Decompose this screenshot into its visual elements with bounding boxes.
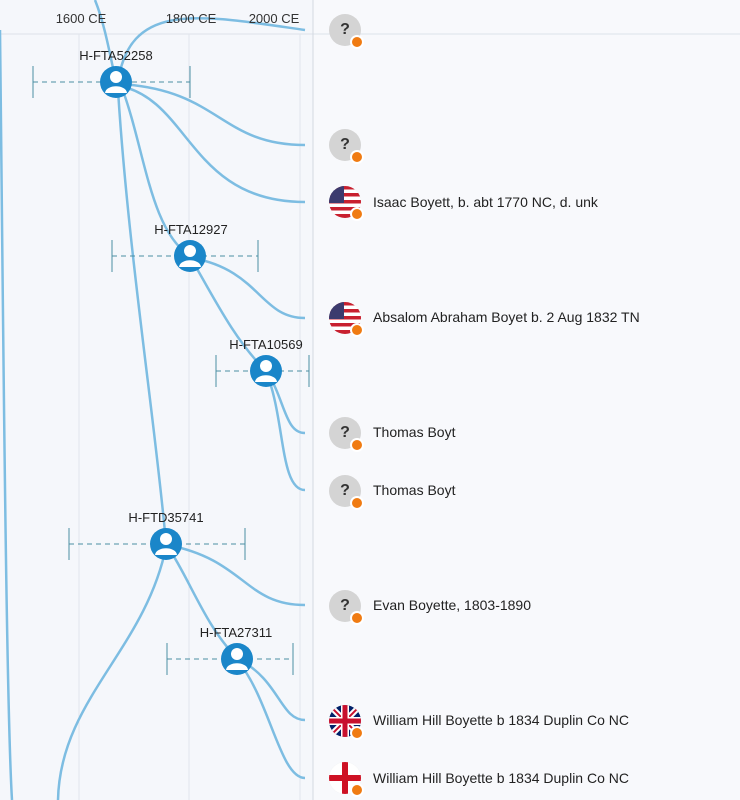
- person-icon: [184, 245, 196, 257]
- leaf-name[interactable]: Evan Boyette, 1803-1890: [373, 597, 532, 613]
- branch: [120, 87, 191, 258]
- node-label: H-FTA52258: [79, 48, 153, 63]
- person-node-H-FTD35741[interactable]: [150, 528, 182, 560]
- branch: [167, 543, 306, 607]
- person-node-H-FTA12927[interactable]: [174, 240, 206, 272]
- us-flag-icon[interactable]: [329, 302, 364, 337]
- person-node-H-FTA52258[interactable]: [100, 66, 132, 98]
- unknown-icon[interactable]: ?: [329, 475, 364, 510]
- branch: [190, 259, 266, 371]
- branch: [116, 16, 306, 83]
- person-icon: [231, 648, 243, 660]
- uk-flag-icon[interactable]: [329, 705, 364, 740]
- unknown-icon[interactable]: ?: [329, 129, 364, 164]
- branch: [119, 82, 306, 147]
- branch: [166, 546, 237, 658]
- person-icon: [160, 533, 172, 545]
- branch: [265, 373, 306, 492]
- person-node-H-FTA27311[interactable]: [221, 643, 253, 675]
- person-icon: [110, 71, 122, 83]
- axis-label-1800: 1800 CE: [165, 11, 217, 26]
- unknown-icon[interactable]: ?: [329, 417, 364, 452]
- person-node-H-FTA10569[interactable]: [250, 355, 282, 387]
- unknown-icon[interactable]: ?: [329, 14, 364, 49]
- badge-dot: [350, 207, 364, 221]
- badge-dot: [350, 35, 364, 49]
- us-flag-icon[interactable]: [329, 186, 364, 221]
- badge-dot: [350, 726, 364, 740]
- branch: [191, 256, 306, 320]
- badge-dot: [350, 496, 364, 510]
- leaf-name[interactable]: Thomas Boyt: [373, 424, 456, 440]
- badge-dot: [350, 783, 364, 797]
- badge-dot: [350, 150, 364, 164]
- branch: [237, 660, 306, 780]
- axis-label-2000: 2000 CE: [248, 11, 300, 26]
- branch: [119, 84, 306, 204]
- axis-label-1600: 1600 CE: [55, 11, 107, 26]
- node-label: H-FTD35741: [128, 510, 204, 525]
- england-flag-icon[interactable]: [329, 762, 364, 797]
- leaf-name[interactable]: Absalom Abraham Boyet b. 2 Aug 1832 TN: [373, 309, 640, 325]
- badge-dot: [350, 438, 364, 452]
- node-label: H-FTA27311: [199, 625, 273, 640]
- leaf-name[interactable]: William Hill Boyette b 1834 Duplin Co NC: [373, 712, 629, 728]
- branches: [0, 0, 306, 800]
- person-icon: [260, 360, 272, 372]
- leaf-name[interactable]: Thomas Boyt: [373, 482, 456, 498]
- branch: [56, 546, 168, 800]
- badge-dot: [350, 323, 364, 337]
- badge-dot: [350, 611, 364, 625]
- list-panel-background: [313, 0, 740, 800]
- leaf-name[interactable]: William Hill Boyette b 1834 Duplin Co NC: [373, 770, 629, 786]
- node-label: H-FTA10569: [229, 337, 303, 352]
- branch: [0, 29, 14, 800]
- leaf-name[interactable]: Isaac Boyett, b. abt 1770 NC, d. unk: [373, 194, 598, 210]
- unknown-icon[interactable]: ?: [329, 590, 364, 625]
- node-label: H-FTA12927: [154, 222, 228, 237]
- branch: [116, 89, 168, 544]
